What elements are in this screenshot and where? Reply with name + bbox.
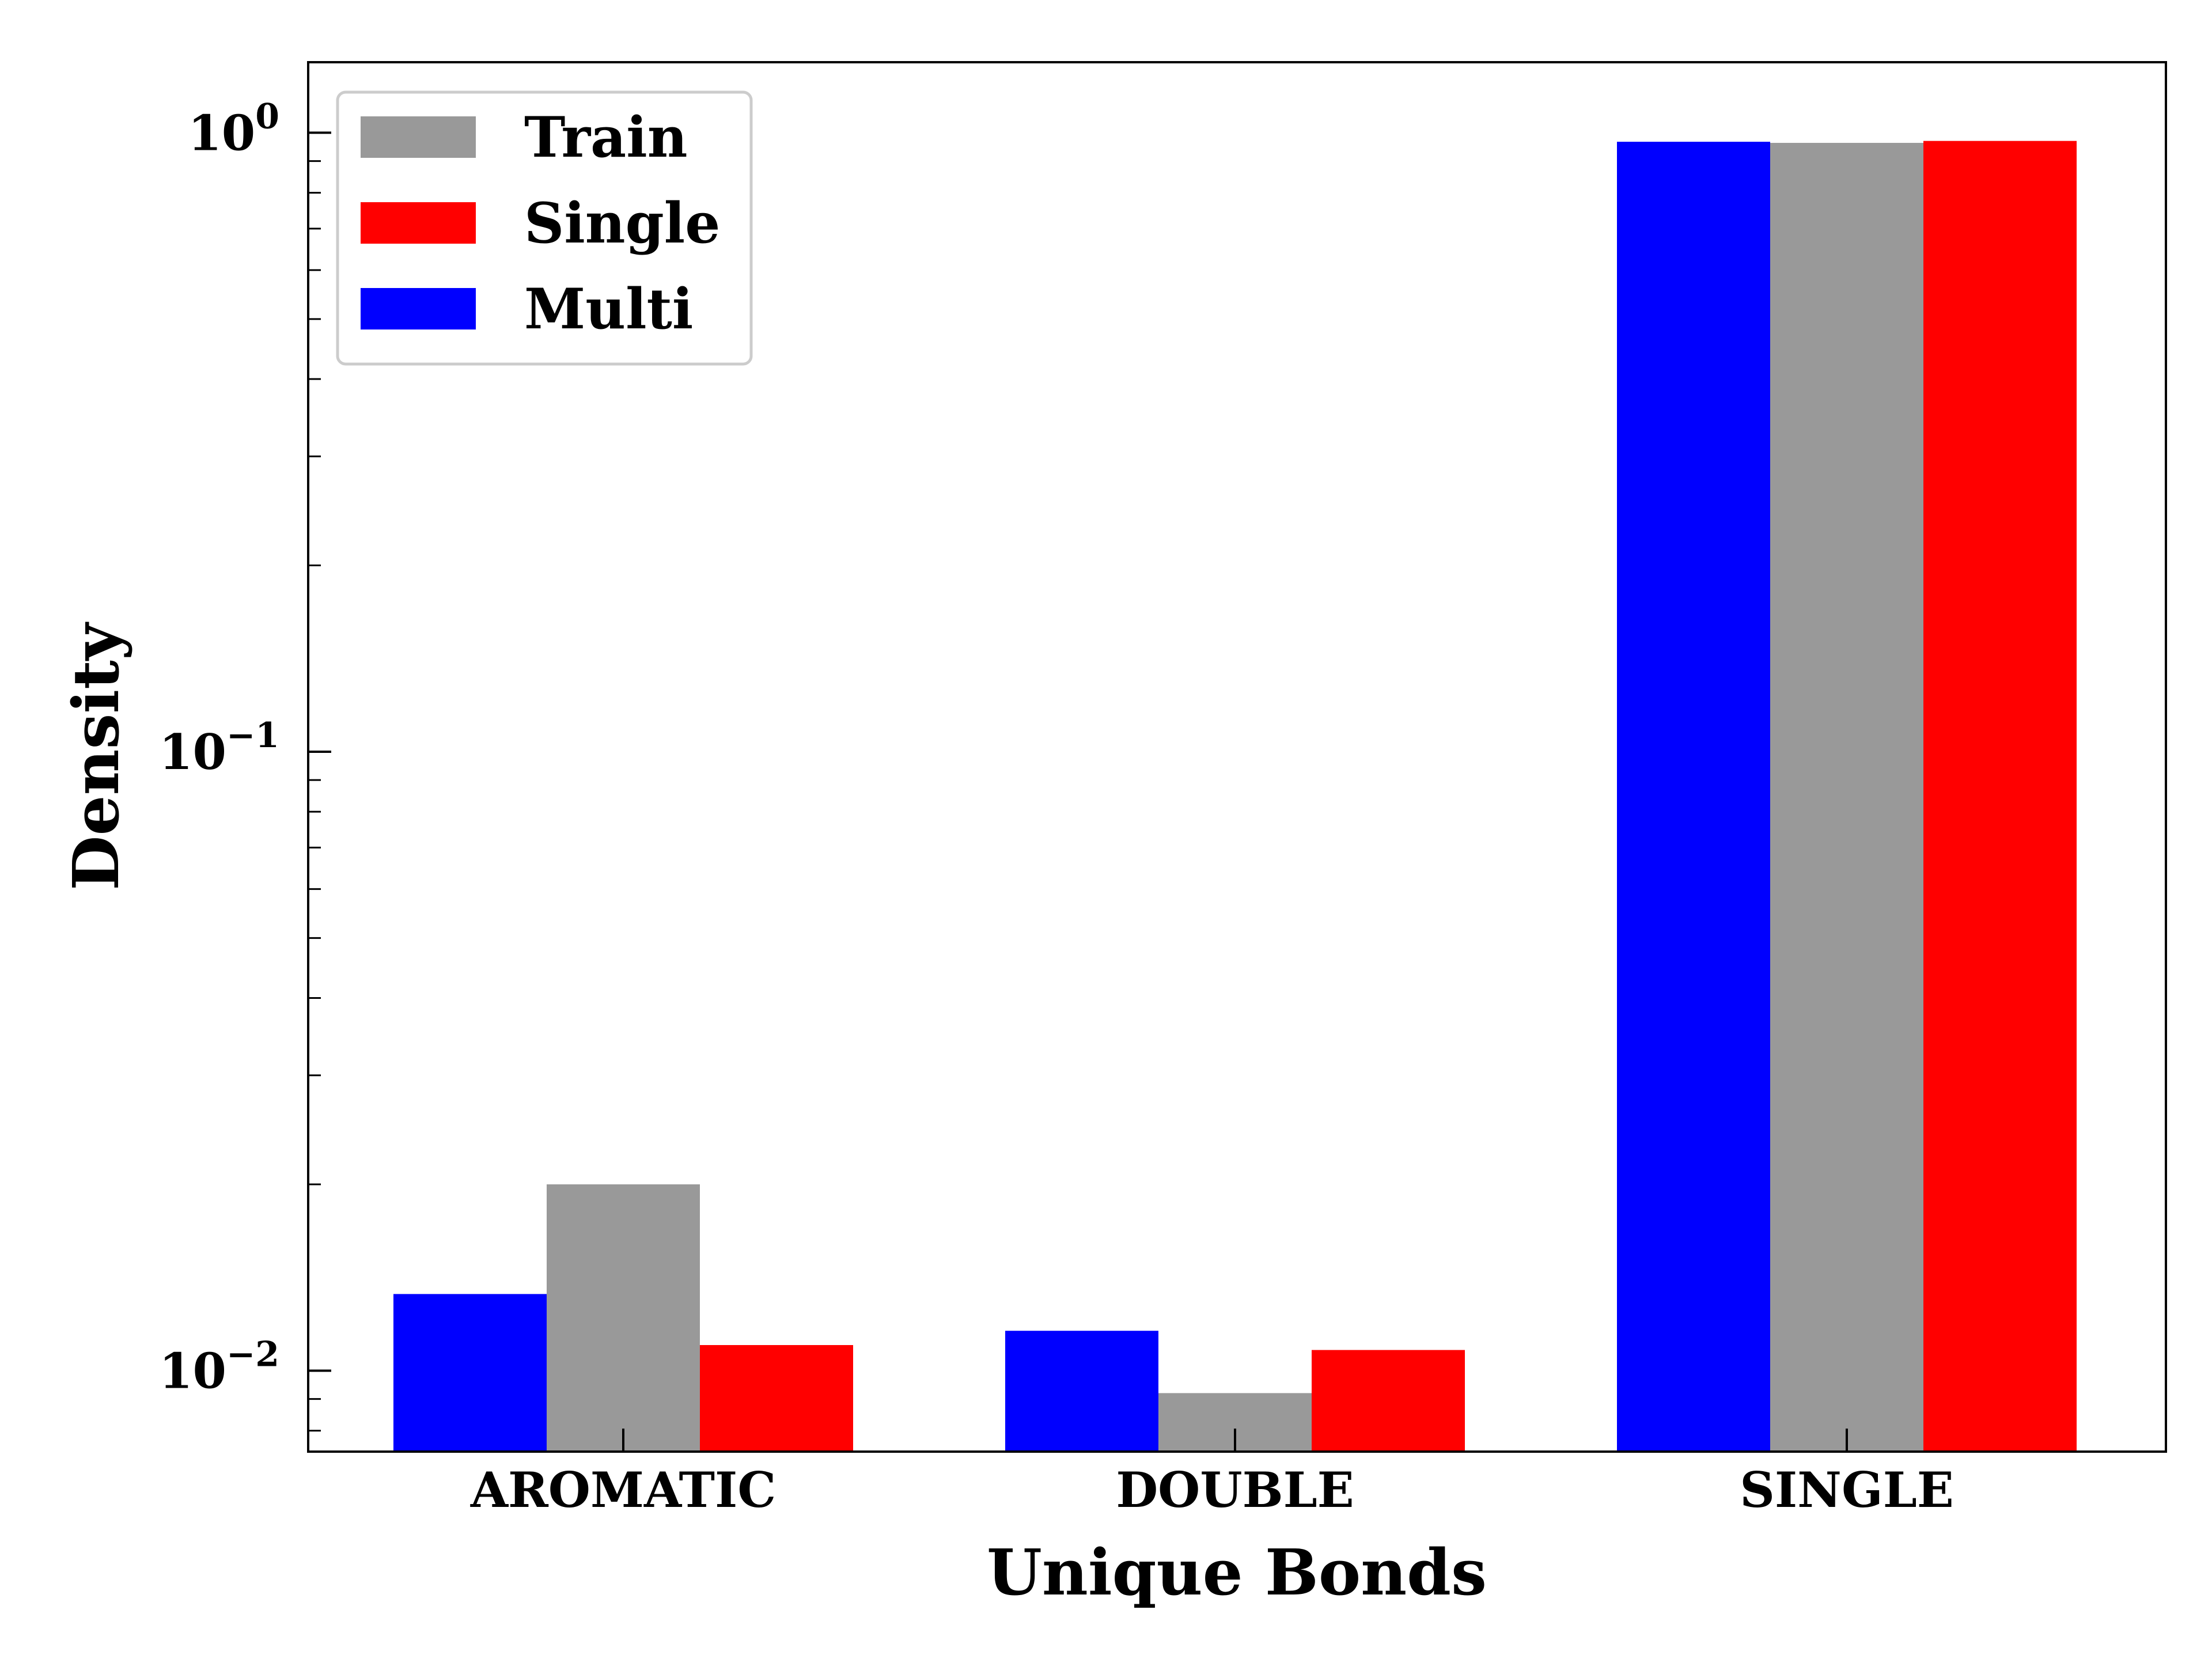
bar-multi-double xyxy=(1005,1331,1158,1452)
legend-label-single: Single xyxy=(524,191,720,256)
legend-swatch-train xyxy=(361,116,476,158)
legend-swatch-multi xyxy=(361,288,476,329)
x-tick-label-aromatic: AROMATIC xyxy=(470,1461,776,1518)
legend-label-train: Train xyxy=(524,105,688,170)
legend: Train Single Multi xyxy=(336,90,753,366)
x-axis-title: Unique Bonds xyxy=(987,1535,1487,1609)
bar-train-single xyxy=(1770,143,1923,1452)
bars-layer xyxy=(393,141,2077,1452)
y-tick-label-1: 10−1 xyxy=(159,715,279,781)
bar-single-aromatic xyxy=(700,1345,853,1452)
legend-swatch-single xyxy=(361,202,476,244)
bar-multi-single xyxy=(1617,142,1770,1452)
y-tick-label-0: 100 xyxy=(188,96,279,161)
bar-single-single xyxy=(1923,141,2077,1452)
x-tick-label-double: DOUBLE xyxy=(1116,1461,1354,1518)
bar-single-double xyxy=(1312,1350,1465,1452)
plot-frame xyxy=(307,61,2167,1453)
legend-label-multi: Multi xyxy=(524,276,693,342)
y-axis-title: Density xyxy=(59,622,133,891)
x-tick-label-single: SINGLE xyxy=(1740,1461,1954,1518)
bar-multi-aromatic xyxy=(393,1294,547,1452)
ticks-layer: AROMATIC DOUBLE SINGLE 100 10−1 10−2 xyxy=(159,96,1954,1518)
y-tick-label-2: 10−2 xyxy=(159,1334,279,1399)
bar-train-aromatic xyxy=(547,1184,700,1452)
